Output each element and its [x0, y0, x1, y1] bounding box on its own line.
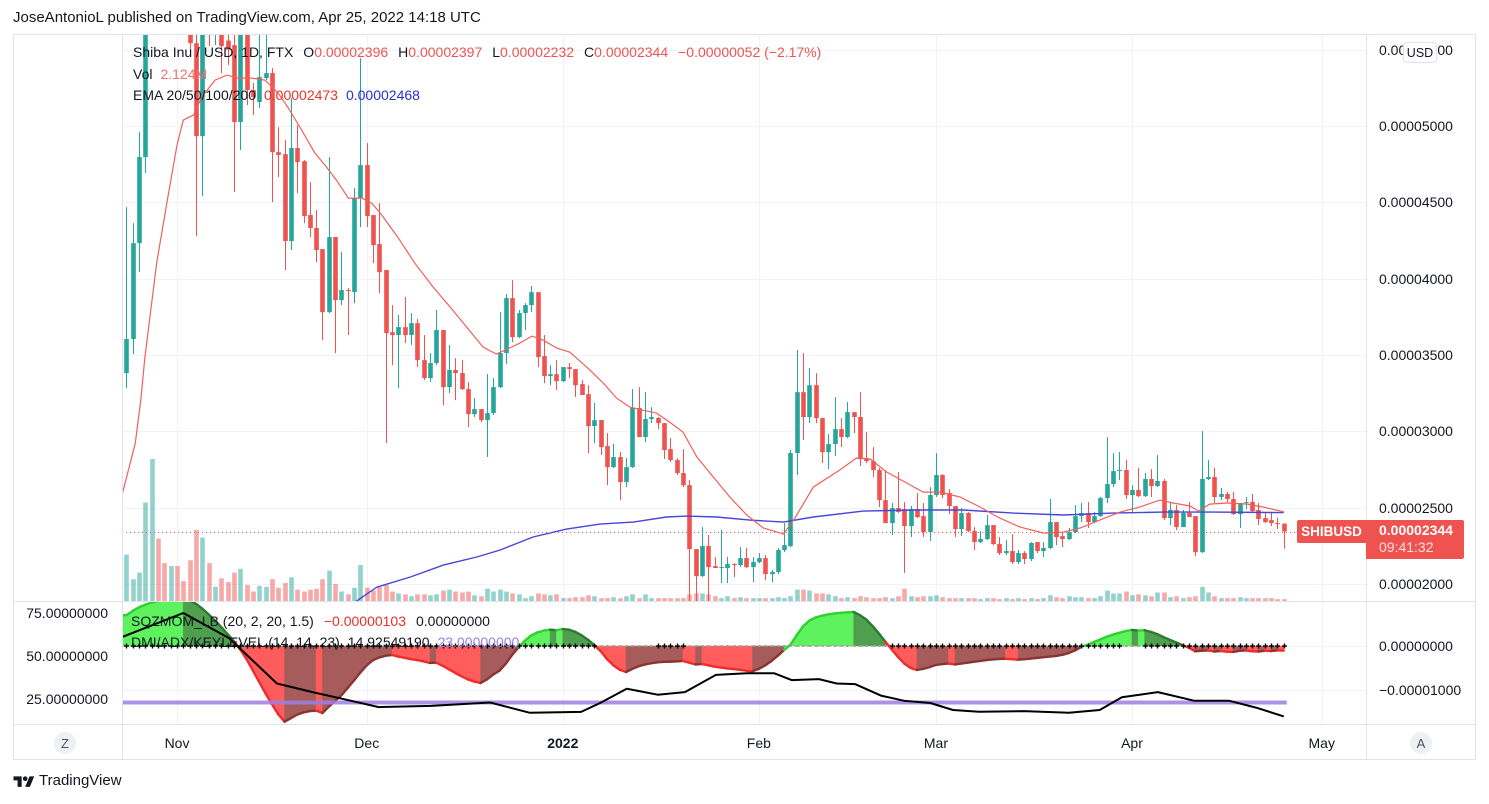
zoom-reset-button[interactable]: Z: [54, 732, 76, 754]
sqzmom-label[interactable]: SQZMOM_LB (20, 2, 20, 1.5): [131, 613, 314, 629]
candlesticks: [124, 34, 1287, 601]
momentum-tick-label: −0.00001000: [1379, 681, 1462, 698]
brand-name: TradingView: [39, 772, 122, 789]
symbol-legend-row: Shiba Inu / USD, 1D, FTX O 0.00002396 H 0.…: [133, 42, 821, 64]
momentum-tick-label: 0.00000000: [1379, 638, 1453, 654]
currency-button[interactable]: USD: [1403, 42, 1437, 63]
main-legend: Shiba Inu / USD, 1D, FTX O 0.00002396 H 0.…: [133, 42, 821, 107]
footer-brand[interactable]: TradingView: [13, 772, 122, 789]
low-value: 0.00002232: [500, 44, 575, 60]
adx-value: 14.92549190: [347, 634, 430, 650]
price-tick-label: 0.00003500: [1379, 347, 1453, 364]
open-label: O: [303, 44, 315, 60]
time-tick-label: 2022: [547, 735, 579, 751]
ema-fast-value: 0.00002473: [264, 87, 338, 103]
chart-frame: [13, 34, 1476, 760]
ema-fast-line: [122, 74, 1284, 535]
adx-tick-label: 50.00000000: [26, 648, 108, 665]
symbol-title[interactable]: Shiba Inu / USD, 1D, FTX: [133, 44, 294, 60]
time-tick-label: Mar: [923, 735, 948, 751]
squeeze-dots: [122, 643, 1287, 649]
price-tick-label: 0.00002500: [1379, 499, 1453, 516]
auto-scale-button[interactable]: A: [1410, 732, 1432, 754]
time-tick-label: Dec: [354, 735, 380, 751]
ema-slow-value: 0.00002468: [345, 87, 420, 103]
squeeze-momentum-area: [122, 601, 1285, 723]
sqzmom-legend-row: SQZMOM_LB (20, 2, 20, 1.5) −0.00000103 0…: [131, 611, 519, 632]
high-label: H: [398, 44, 409, 60]
close-value: 0.00002344: [594, 44, 669, 60]
low-label: L: [492, 44, 501, 60]
adx-line: [122, 612, 1285, 718]
ema-label[interactable]: EMA 20/50/100/200: [133, 87, 256, 103]
ema-slow-line: [355, 509, 1284, 601]
tradingview-logo-icon: [13, 775, 35, 787]
price-tick-label: 0.00004000: [1379, 270, 1453, 287]
sqzmom-zero-value: 0.00000000: [416, 613, 490, 629]
change-value: −0.00000052 (−2.17%): [678, 44, 822, 60]
dmi-legend-row: DMI/ADX/KEYLEVEL (14, 14, 23) 14.9254919…: [131, 632, 519, 653]
time-tick-label: Apr: [1121, 735, 1143, 751]
high-value: 0.00002397: [408, 44, 483, 60]
ema-legend-row: EMA 20/50/100/200 0.00002473 0.00002468: [133, 85, 821, 107]
indicator-pane[interactable]: [122, 598, 1287, 723]
price-tick-label: 0.00004500: [1379, 194, 1453, 211]
indicator-legend: SQZMOM_LB (20, 2, 20, 1.5) −0.00000103 0…: [131, 611, 519, 653]
volume-bars: [124, 459, 1287, 601]
price-tick-label: 0.00002000: [1379, 576, 1453, 593]
close-label: C: [584, 44, 595, 60]
last-price-tag: 0.00002344 09:41:32: [1366, 520, 1464, 560]
volume-value: 2.124M: [160, 65, 208, 82]
volume-legend-row: Vol 2.124M: [133, 64, 821, 86]
publish-attribution: JoseAntonioL published on TradingView.co…: [13, 9, 481, 26]
last-price-value: 0.00002344: [1379, 522, 1453, 539]
time-tick-label: Nov: [164, 735, 190, 751]
time-tick-label: May: [1308, 735, 1335, 751]
adx-tick-label: 75.00000000: [26, 605, 108, 622]
adx-tick-label: 25.00000000: [26, 691, 108, 707]
symbol-price-tag: SHIBUSD: [1297, 520, 1366, 544]
price-tick-label: 0.00005000: [1379, 118, 1453, 135]
price-tick-label: 0.00003000: [1379, 423, 1453, 440]
open-value: 0.00002396: [314, 44, 389, 60]
sqzmom-value: −0.00000103: [323, 613, 406, 629]
dmi-label[interactable]: DMI/ADX/KEYLEVEL (14, 14, 23): [131, 634, 340, 650]
key-level-value: 23.00000000: [437, 634, 520, 650]
price-pane[interactable]: [122, 0, 1366, 607]
bar-countdown: 09:41:32: [1379, 539, 1434, 556]
time-tick-label: Feb: [746, 735, 771, 751]
volume-label[interactable]: Vol: [133, 65, 153, 82]
